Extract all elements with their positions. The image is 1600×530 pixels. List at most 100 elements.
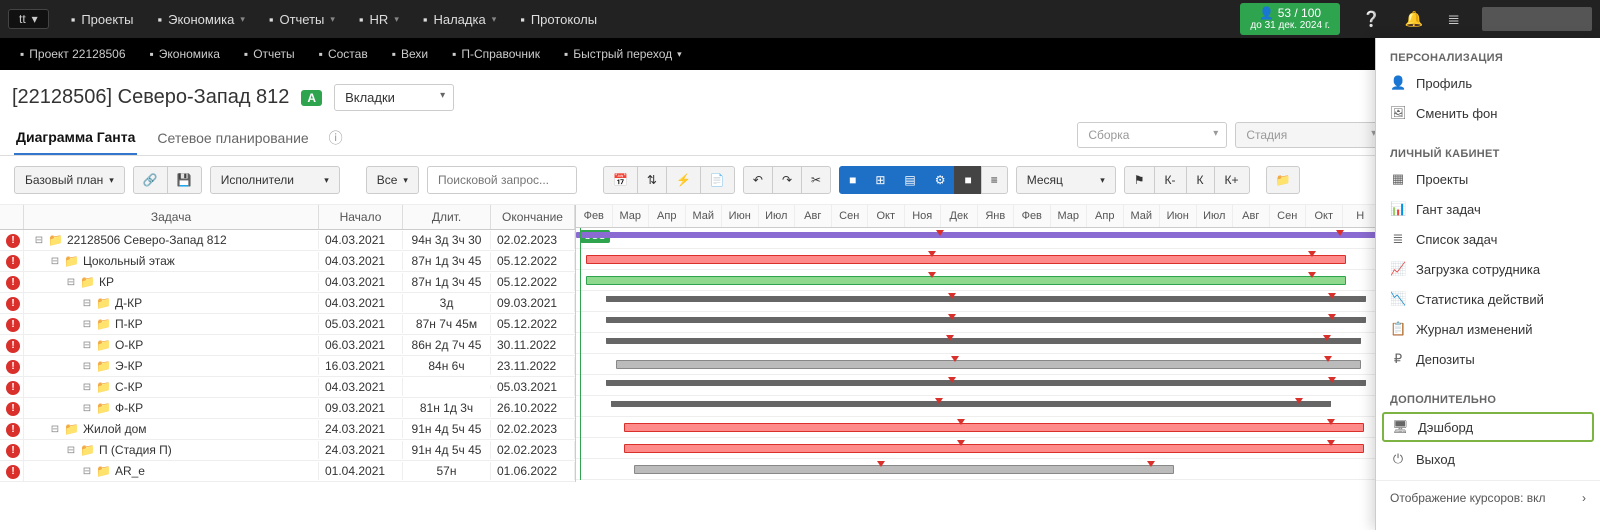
folder-icon[interactable]: 📁: [1266, 166, 1301, 194]
table-row[interactable]: !⊟📁Жилой дом24.03.202191н 4д 5ч 4502.02.…: [0, 419, 575, 440]
tree-toggle[interactable]: ⊟: [82, 319, 92, 330]
filter-stadia[interactable]: Стадия: [1235, 122, 1385, 148]
table-row[interactable]: !⊟📁С-КР04.03.202105.03.2021: [0, 377, 575, 398]
k-minus-button[interactable]: К-: [1154, 166, 1187, 194]
gantt-bar[interactable]: [606, 296, 1366, 302]
tab-network[interactable]: Сетевое планирование: [155, 122, 310, 154]
panel-item-journal[interactable]: 📋Журнал изменений: [1376, 314, 1600, 344]
table-row[interactable]: !⊟📁Д-КР04.03.20213д09.03.2021: [0, 293, 575, 314]
k-plus-button[interactable]: К+: [1214, 166, 1250, 194]
save-icon[interactable]: 💾: [167, 166, 202, 194]
tree-toggle[interactable]: ⊟: [82, 361, 92, 372]
table-row[interactable]: !⊟📁П (Стадия П)24.03.202191н 4д 5ч 4502.…: [0, 440, 575, 461]
tt-dropdown[interactable]: tt▾: [8, 9, 49, 29]
col-end[interactable]: Окончание: [491, 205, 575, 229]
unlink-icon[interactable]: ✂: [801, 166, 831, 194]
gantt-bar[interactable]: [586, 255, 1346, 264]
mode2-icon[interactable]: ⊞: [865, 166, 895, 194]
license-badge[interactable]: 👤 53 / 100 до 31 дек. 2024 г.: [1240, 3, 1340, 35]
col-task[interactable]: Задача: [24, 205, 319, 229]
user-menu[interactable]: [1482, 7, 1592, 31]
tree-toggle[interactable]: ⊟: [50, 256, 60, 267]
scale-dropdown[interactable]: Месяц ▾: [1016, 166, 1116, 194]
list-icon[interactable]: ≣: [1437, 10, 1470, 28]
panel-item-background[interactable]: 🖼Сменить фон: [1376, 98, 1600, 128]
tree-toggle[interactable]: ⊟: [66, 445, 76, 456]
subnav-item[interactable]: ▪Экономика: [138, 47, 232, 61]
table-row[interactable]: !⊟📁П-КР05.03.202187н 7ч 45м05.12.2022: [0, 314, 575, 335]
search-input[interactable]: [427, 166, 577, 194]
mode5-icon[interactable]: ■: [954, 166, 981, 194]
gantt-bar[interactable]: [606, 317, 1366, 323]
subnav-item[interactable]: ▪Проект 22128506: [8, 47, 138, 61]
gantt-bar[interactable]: [606, 380, 1366, 386]
tree-toggle[interactable]: ⊟: [82, 403, 92, 414]
subnav-item[interactable]: ▪Быстрый переход ▾: [552, 47, 694, 61]
all-dropdown[interactable]: Все ▾: [366, 166, 419, 194]
tree-toggle[interactable]: ⊟: [82, 382, 92, 393]
gantt-bar[interactable]: [616, 360, 1361, 369]
tab-gantt[interactable]: Диаграмма Ганта: [14, 121, 137, 155]
mode4-icon[interactable]: ⚙: [925, 166, 956, 194]
subnav-item[interactable]: ▪Отчеты: [232, 47, 307, 61]
k-button[interactable]: К: [1186, 166, 1215, 194]
base-plan-button[interactable]: Базовый план ▾: [14, 166, 125, 194]
help-icon[interactable]: ⓘ: [329, 128, 343, 148]
subnav-item[interactable]: ▪П-Справочник: [440, 47, 552, 61]
nav-item[interactable]: ▪Протоколы: [508, 12, 609, 27]
tree-toggle[interactable]: ⊟: [82, 466, 92, 477]
nav-item[interactable]: ▪Проекты: [59, 12, 146, 27]
tree-toggle[interactable]: ⊟: [50, 424, 60, 435]
bolt-icon[interactable]: ⚡: [666, 166, 701, 194]
tree-toggle[interactable]: ⊟: [82, 298, 92, 309]
table-row[interactable]: !⊟📁22128506 Северо-Запад 81204.03.202194…: [0, 230, 575, 251]
panel-item-stats[interactable]: 📉Статистика действий: [1376, 284, 1600, 314]
view-dropdown[interactable]: Вкладки: [334, 84, 454, 111]
performers-dropdown[interactable]: Исполнители ▾: [210, 166, 340, 194]
panel-item-deposits[interactable]: ₽Депозиты: [1376, 344, 1600, 374]
flag-icon[interactable]: ⚑: [1124, 166, 1155, 194]
nav-item[interactable]: ▪Отчеты▾: [257, 12, 347, 27]
col-start[interactable]: Начало: [319, 205, 403, 229]
link-off-icon[interactable]: 🔗: [133, 166, 168, 194]
panel-item-projects[interactable]: ▦Проекты: [1376, 164, 1600, 194]
gantt-bar[interactable]: [624, 423, 1364, 432]
panel-item-dashboard[interactable]: 🖥Дэшборд: [1382, 412, 1594, 442]
table-row[interactable]: !⊟📁Ф-КР09.03.202181н 1д 3ч26.10.2022: [0, 398, 575, 419]
table-row[interactable]: !⊟📁Э-КР16.03.202184н 6ч23.11.2022: [0, 356, 575, 377]
gantt-bar[interactable]: [634, 465, 1174, 474]
panel-item-load[interactable]: 📈Загрузка сотрудника: [1376, 254, 1600, 284]
gantt-bar[interactable]: [611, 401, 1331, 407]
table-row[interactable]: !⊟📁Цокольный этаж04.03.202187н 1д 3ч 450…: [0, 251, 575, 272]
gantt-bar[interactable]: [586, 276, 1346, 285]
col-dur[interactable]: Длит.: [403, 205, 491, 229]
doc-icon[interactable]: 📄: [700, 166, 735, 194]
nav-item[interactable]: ▪Наладка▾: [411, 12, 508, 27]
sort-icon[interactable]: ⇅: [637, 166, 667, 194]
table-row[interactable]: !⊟📁КР04.03.202187н 1д 3ч 4505.12.2022: [0, 272, 575, 293]
mode6-icon[interactable]: ≡: [981, 166, 1008, 194]
panel-item-exit[interactable]: ⏻Выход: [1376, 444, 1600, 474]
mode3-icon[interactable]: ▤: [894, 166, 925, 194]
table-row[interactable]: !⊟📁AR_e01.04.202157н01.06.2022: [0, 461, 575, 482]
calendar-icon[interactable]: 📅: [603, 166, 638, 194]
tree-toggle[interactable]: ⊟: [34, 235, 44, 246]
mode1-icon[interactable]: ■: [839, 166, 866, 194]
nav-item[interactable]: ▪Экономика▾: [145, 12, 256, 27]
panel-footer[interactable]: Отображение курсоров: вкл›: [1376, 480, 1600, 515]
bell-icon[interactable]: 🔔: [1395, 10, 1434, 28]
table-row[interactable]: !⊟📁О-КР06.03.202186н 2д 7ч 4530.11.2022: [0, 335, 575, 356]
subnav-item[interactable]: ▪Состав: [307, 47, 380, 61]
panel-item-profile[interactable]: 👤Профиль: [1376, 68, 1600, 98]
nav-item[interactable]: ▪HR▾: [347, 12, 411, 27]
panel-item-tasklist[interactable]: ≣Список задач: [1376, 224, 1600, 254]
gantt-bar[interactable]: [606, 338, 1361, 344]
gantt-bar[interactable]: [576, 232, 1376, 238]
filter-sborka[interactable]: Сборка: [1077, 122, 1227, 148]
tree-toggle[interactable]: ⊟: [82, 340, 92, 351]
gantt-bar[interactable]: [624, 444, 1364, 453]
help-icon[interactable]: ❔: [1352, 10, 1391, 28]
subnav-item[interactable]: ▪Вехи: [380, 47, 440, 61]
undo-icon[interactable]: ↶: [743, 166, 773, 194]
redo-icon[interactable]: ↷: [772, 166, 802, 194]
